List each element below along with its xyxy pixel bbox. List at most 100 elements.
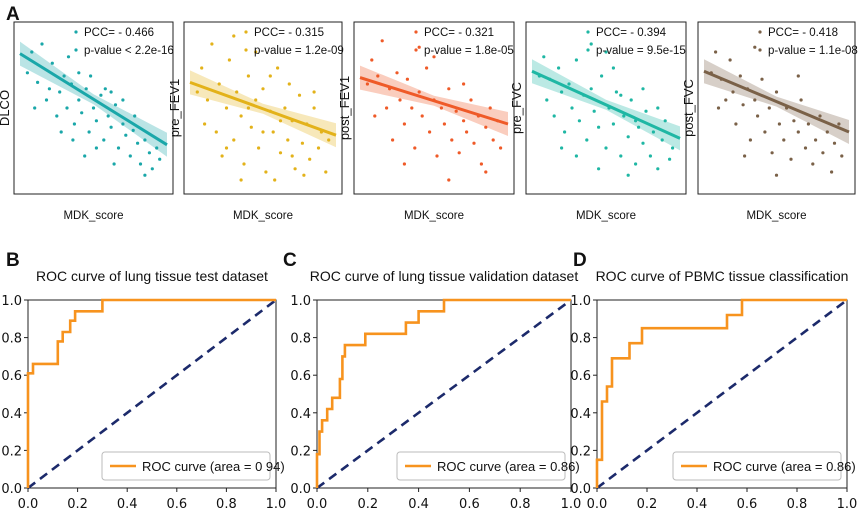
scatter-point bbox=[488, 106, 492, 110]
scatter-point bbox=[112, 162, 116, 166]
y-tick-label: 0.2 bbox=[290, 444, 311, 459]
scatter-point bbox=[113, 103, 118, 107]
scatter-point bbox=[651, 130, 656, 134]
stat-legend-marker bbox=[414, 48, 418, 52]
x-tick-label: 0.6 bbox=[737, 497, 758, 512]
scatter-point bbox=[133, 114, 137, 118]
scatter-point bbox=[91, 106, 96, 110]
y-axis-label: post_FVC bbox=[681, 79, 696, 137]
scatter-point bbox=[734, 122, 738, 126]
scatter-point bbox=[40, 42, 44, 46]
stat-legend-marker bbox=[586, 30, 590, 34]
scatter-point bbox=[44, 98, 49, 102]
scatter-point bbox=[604, 146, 608, 150]
scatter-plot-3: PCC= - 0.321 p-value = 1.8e-05 MDK_score po… bbox=[337, 21, 515, 222]
scatter-point bbox=[290, 154, 294, 158]
scatter-point bbox=[300, 141, 304, 145]
scatter-point bbox=[472, 141, 476, 145]
scatter-point bbox=[796, 130, 800, 134]
scatter-point bbox=[195, 90, 199, 94]
y-tick-label: 0.0 bbox=[570, 482, 591, 497]
scatter-point bbox=[58, 90, 62, 94]
scatter-point bbox=[264, 170, 268, 174]
scatter-point bbox=[380, 39, 384, 43]
scatter-point bbox=[138, 162, 143, 166]
scatter-frame bbox=[697, 21, 856, 195]
scatter-point bbox=[55, 114, 59, 118]
y-tick-label: 0.8 bbox=[290, 332, 311, 347]
scatter-point bbox=[99, 93, 103, 97]
trend-line bbox=[703, 69, 850, 134]
scatter-point bbox=[302, 173, 306, 177]
y-axis-label: DLCO bbox=[0, 90, 12, 126]
y-tick-label: 0.2 bbox=[570, 444, 591, 459]
scatter-point bbox=[557, 66, 561, 70]
scatter-point bbox=[94, 119, 98, 123]
scatter-point bbox=[469, 98, 473, 102]
x-tick-label: 0.2 bbox=[357, 497, 378, 512]
pcc-label: PCC= - 0.394 bbox=[596, 27, 667, 39]
scatter-point bbox=[585, 138, 589, 142]
scatter-point bbox=[316, 146, 321, 150]
scatter-point bbox=[789, 157, 793, 161]
scatter-point bbox=[94, 146, 98, 150]
scatter-point bbox=[312, 106, 316, 110]
scatter-point bbox=[220, 154, 224, 158]
y-tick-label: 0.4 bbox=[570, 407, 591, 422]
scatter-point bbox=[150, 167, 154, 171]
panel-label-a: A bbox=[6, 4, 20, 25]
scatter-point bbox=[254, 50, 258, 54]
scatter-point bbox=[59, 130, 63, 134]
scatter-point bbox=[589, 42, 593, 46]
scatter-point bbox=[205, 98, 210, 102]
scatter-point bbox=[77, 98, 81, 102]
legend-box bbox=[396, 451, 566, 481]
scatter-point bbox=[811, 162, 815, 166]
stat-legend-marker bbox=[74, 48, 78, 52]
scatter-point bbox=[50, 61, 54, 65]
legend-box bbox=[672, 451, 842, 481]
y-tick-label: 1.0 bbox=[570, 294, 591, 309]
scatter-point bbox=[545, 98, 549, 102]
pcc-label: PCC= - 0.315 bbox=[254, 27, 324, 39]
x-tick-label: 1.0 bbox=[837, 497, 858, 512]
scatter-point bbox=[239, 114, 243, 118]
scatter-point bbox=[143, 173, 147, 177]
p-value-label: p-value = 1.8e-05 bbox=[424, 45, 514, 57]
scatter-point bbox=[756, 114, 760, 118]
panel-label-b: B bbox=[6, 250, 20, 271]
p-value-label: p-value = 1.2e-09 bbox=[254, 45, 344, 57]
scatter-point bbox=[597, 125, 601, 129]
scatter-point bbox=[435, 154, 439, 158]
scatter-point bbox=[312, 90, 316, 94]
x-axis-label: MDK_score bbox=[404, 210, 464, 222]
scatter-point bbox=[121, 122, 125, 126]
scatter-point bbox=[731, 90, 735, 94]
y-axis-label: pre_FEV1 bbox=[167, 79, 182, 138]
scatter-point bbox=[626, 135, 630, 139]
scatter-point bbox=[560, 146, 564, 150]
chance-diagonal bbox=[596, 298, 848, 490]
scatter-point bbox=[391, 138, 395, 142]
stat-legend-marker bbox=[244, 30, 248, 34]
scatter-point bbox=[286, 138, 290, 142]
scatter-point bbox=[724, 98, 728, 102]
scatter-point bbox=[420, 114, 424, 118]
scatter-point bbox=[235, 90, 239, 94]
scatter-point bbox=[821, 151, 825, 155]
y-axis-label: pre_FVC bbox=[509, 82, 524, 134]
scatter-point bbox=[462, 82, 466, 86]
scatter-plot-5: PCC= - 0.418 p-value = 1.1e-08 MDK_score po… bbox=[681, 21, 858, 222]
y-tick-label: 0.4 bbox=[1, 407, 22, 422]
scatter-point bbox=[644, 109, 648, 113]
roc-chart-d: ROC curve of PBMC tissue classification 0… bbox=[570, 268, 857, 512]
scatter-point bbox=[273, 178, 277, 182]
legend-label: ROC curve (area = 0.86) bbox=[437, 459, 580, 474]
panel-c: C ROC curve of lung tissue validation da… bbox=[283, 250, 581, 512]
scatter-point bbox=[806, 122, 811, 126]
scatter-point bbox=[365, 82, 369, 86]
trend-line bbox=[359, 76, 509, 126]
scatter-point bbox=[818, 114, 822, 118]
trend-line bbox=[19, 52, 168, 147]
x-axis-label: MDK_score bbox=[63, 210, 123, 222]
